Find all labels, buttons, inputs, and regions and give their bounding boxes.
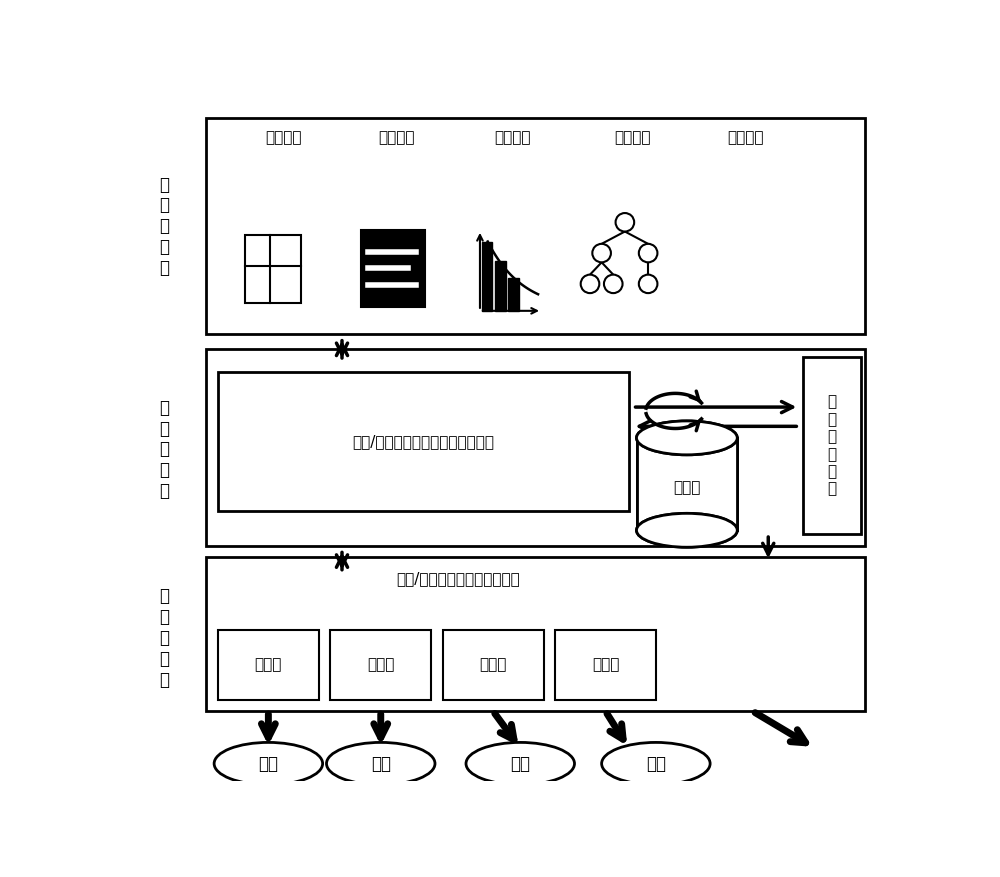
FancyBboxPatch shape <box>245 235 301 303</box>
Ellipse shape <box>214 743 323 785</box>
Circle shape <box>616 213 634 232</box>
Text: 数据库: 数据库 <box>673 481 701 496</box>
FancyBboxPatch shape <box>443 631 544 700</box>
FancyBboxPatch shape <box>508 279 519 310</box>
Text: 拓扑管理: 拓扑管理 <box>614 130 651 145</box>
FancyBboxPatch shape <box>637 438 737 531</box>
Text: 适配器: 适配器 <box>479 658 507 673</box>
Text: 安全管理: 安全管理 <box>727 130 763 145</box>
Text: 配置管理: 配置管理 <box>266 130 302 145</box>
Text: 适配器: 适配器 <box>592 658 619 673</box>
FancyBboxPatch shape <box>482 241 492 310</box>
FancyBboxPatch shape <box>206 118 865 334</box>
FancyBboxPatch shape <box>330 631 431 700</box>
FancyBboxPatch shape <box>218 631 319 700</box>
Text: 网元: 网元 <box>510 754 530 773</box>
Circle shape <box>581 275 599 293</box>
FancyBboxPatch shape <box>495 260 506 310</box>
Text: 适配器: 适配器 <box>367 658 394 673</box>
Ellipse shape <box>637 421 737 455</box>
Text: 数
据
应
用
层: 数 据 应 用 层 <box>159 175 169 277</box>
Ellipse shape <box>637 513 737 547</box>
Text: 网元: 网元 <box>258 754 278 773</box>
FancyBboxPatch shape <box>218 373 629 511</box>
Circle shape <box>604 275 623 293</box>
Text: 故障/性能数据的归一化处理，入库: 故障/性能数据的归一化处理，入库 <box>352 434 494 449</box>
Text: 数
据
处
理
层: 数 据 处 理 层 <box>159 399 169 500</box>
Text: 北
向
接
口
服
务: 北 向 接 口 服 务 <box>827 395 836 496</box>
Ellipse shape <box>637 421 737 455</box>
Ellipse shape <box>466 743 574 785</box>
Text: 数
据
采
集
层: 数 据 采 集 层 <box>159 588 169 688</box>
Circle shape <box>592 244 611 262</box>
Text: 故障/性能等数据的采集，入库: 故障/性能等数据的采集，入库 <box>396 571 520 587</box>
Text: 故障管理: 故障管理 <box>378 130 415 145</box>
FancyBboxPatch shape <box>206 349 865 545</box>
Text: 网元: 网元 <box>646 754 666 773</box>
FancyBboxPatch shape <box>555 631 656 700</box>
FancyBboxPatch shape <box>206 557 865 711</box>
Text: 网元: 网元 <box>371 754 391 773</box>
Ellipse shape <box>602 743 710 785</box>
Ellipse shape <box>326 743 435 785</box>
Text: 适配器: 适配器 <box>255 658 282 673</box>
Text: 性能管理: 性能管理 <box>494 130 531 145</box>
Circle shape <box>639 275 657 293</box>
FancyBboxPatch shape <box>803 357 861 534</box>
FancyBboxPatch shape <box>361 230 425 307</box>
Ellipse shape <box>637 513 737 547</box>
Circle shape <box>639 244 657 262</box>
